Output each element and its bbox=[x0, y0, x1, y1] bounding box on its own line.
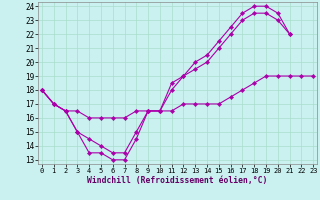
X-axis label: Windchill (Refroidissement éolien,°C): Windchill (Refroidissement éolien,°C) bbox=[87, 176, 268, 185]
